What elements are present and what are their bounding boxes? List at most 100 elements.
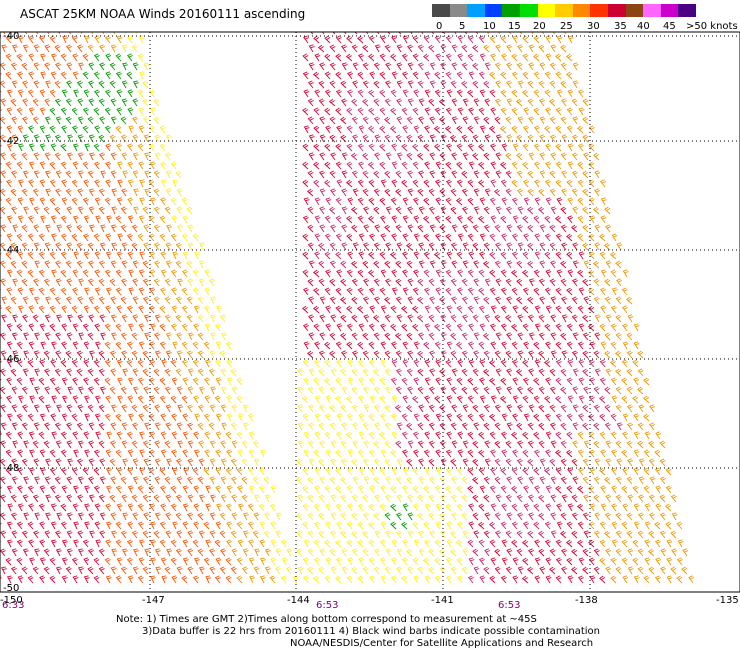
wind-barb [71,35,78,44]
wind-barb [647,548,655,557]
wind-barb [72,377,79,386]
wind-barb [395,224,402,233]
wind-barb [66,476,73,485]
wind-barb [115,413,122,422]
wind-barb [89,530,95,539]
wind-barb [605,566,612,575]
wind-barb [51,233,57,242]
wind-barb [555,107,562,116]
wind-barb [468,503,475,512]
wind-barb [154,458,161,467]
wind-barb [389,251,397,260]
wind-barb [600,485,607,494]
wind-barb [332,32,336,35]
wind-barb [109,386,116,395]
wind-barb [500,89,507,98]
wind-barb [170,539,177,548]
wind-barb [548,98,556,107]
wind-barb [0,512,6,521]
wind-barb [599,521,606,530]
wind-barb [352,422,359,431]
wind-barb [450,566,457,575]
wind-barb [350,260,358,269]
wind-barb [434,215,441,224]
wind-barb [230,422,237,431]
wind-barb [429,260,436,269]
wind-barb [87,170,94,179]
wind-barb [582,116,589,125]
wind-barb [110,314,117,323]
wind-barb [472,386,479,395]
wind-barb [615,332,622,341]
wind-barb [577,521,584,530]
wind-barb [462,548,469,557]
wind-barb [335,143,342,152]
wind-barb [418,404,425,413]
wind-barb [209,350,216,359]
wind-barb [396,62,403,71]
wind-barb [401,521,408,530]
wind-barb [505,170,512,179]
wind-barb [396,548,403,557]
wind-barb [412,449,419,458]
wind-barb [428,188,435,197]
wind-barb [0,188,6,197]
wind-barb [395,512,402,521]
wind-barb [361,530,369,539]
wind-barb [100,224,106,233]
wind-barb [101,32,105,35]
wind-barb [605,548,612,557]
wind-barb [0,350,7,359]
wind-barb [467,341,474,350]
wind-barb [175,494,182,503]
wind-barb [428,548,435,557]
wind-barb [137,485,144,494]
wind-barb [176,224,183,233]
wind-barb [83,305,90,314]
wind-barb [29,395,36,404]
wind-barb [534,179,541,188]
wind-barb [192,269,199,278]
wind-barb [599,539,606,548]
wind-barb [94,251,101,260]
wind-barb [605,368,612,377]
wind-barb [588,197,595,206]
wind-barb [39,359,46,368]
wind-barb [462,404,469,413]
wind-barb [358,485,365,494]
wind-barb [318,512,325,521]
wind-barb [445,449,452,458]
wind-barb [582,206,589,215]
wind-barb [55,188,62,197]
wind-barb [626,512,633,521]
wind-barb [417,566,424,575]
wind-barb [335,71,342,80]
wind-barb [435,467,442,476]
wind-barb [307,512,314,521]
wind-barb [510,269,518,278]
wind-barb [122,170,128,179]
wind-barb [478,557,485,566]
wind-barb [6,539,13,548]
wind-barb [10,152,17,161]
wind-barb [373,170,380,179]
wind-barb [505,80,512,89]
wind-barb [325,449,332,458]
wind-barb [321,32,325,35]
wind-barb [98,98,105,107]
wind-barb [171,305,178,314]
wind-barb [143,242,150,251]
wind-barb [237,413,244,422]
wind-barb [565,53,573,62]
wind-barb [216,305,222,314]
wind-barb [60,143,67,152]
wind-barb [347,251,354,260]
wind-barb [622,323,629,332]
wind-barb [510,485,518,494]
wind-barb [17,287,24,296]
wind-barb [29,449,35,458]
wind-barb [153,386,160,395]
wind-barb [555,71,562,80]
wind-barb [501,539,508,548]
wind-barb [98,440,105,449]
